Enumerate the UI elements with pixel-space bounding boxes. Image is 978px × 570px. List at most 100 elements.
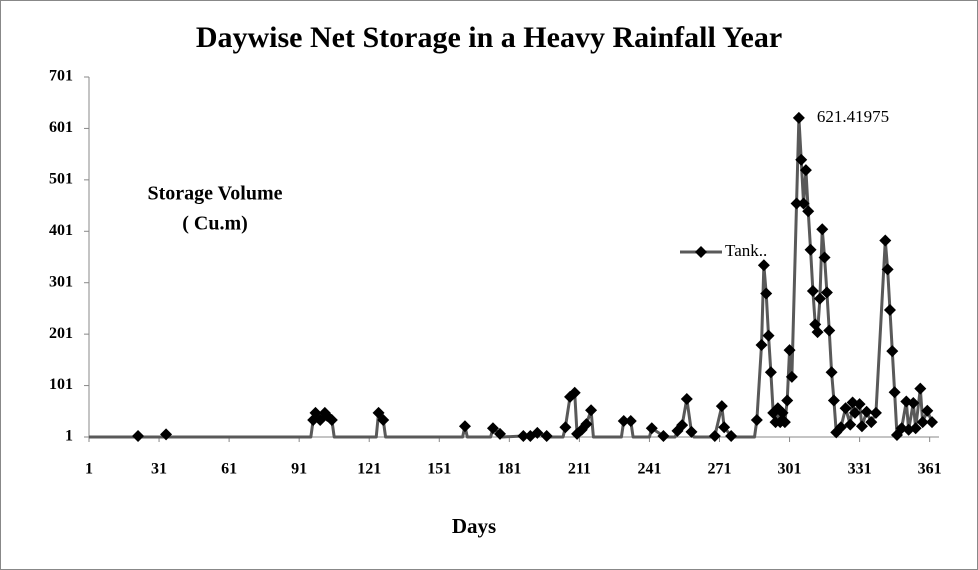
data-marker	[760, 287, 773, 300]
data-marker	[585, 404, 598, 417]
x-tick-label: 1	[85, 461, 93, 478]
data-marker	[718, 421, 731, 434]
chart-title: Daywise Net Storage in a Heavy Rainfall …	[196, 21, 782, 54]
data-marker	[818, 251, 831, 264]
data-marker	[657, 429, 670, 442]
data-label: 621.41975	[817, 107, 889, 126]
data-marker	[797, 197, 810, 210]
data-marker	[757, 259, 770, 272]
data-marker	[806, 284, 819, 297]
data-marker	[540, 429, 553, 442]
data-marker	[617, 415, 630, 428]
x-tick-label: 91	[291, 461, 307, 478]
y-tick-label: 101	[49, 376, 73, 393]
data-marker	[559, 421, 572, 434]
data-marker	[377, 414, 390, 427]
data-marker	[685, 425, 698, 438]
x-tick-label: 211	[568, 461, 591, 478]
data-marker	[493, 427, 506, 440]
legend-marker	[695, 246, 707, 258]
y-axis-label: ( Cu.m)	[182, 213, 248, 235]
data-marker	[921, 404, 934, 417]
data-marker	[580, 418, 593, 431]
data-marker	[781, 394, 794, 407]
data-marker	[708, 429, 721, 442]
data-marker	[914, 382, 927, 395]
data-marker	[725, 429, 738, 442]
data-marker	[778, 416, 791, 429]
y-tick-label: 401	[49, 222, 73, 239]
data-marker	[755, 338, 768, 351]
data-marker	[764, 366, 777, 379]
data-marker	[680, 392, 693, 405]
data-marker	[645, 422, 658, 435]
y-tick-label: 701	[49, 68, 73, 85]
data-marker	[865, 416, 878, 429]
data-marker	[676, 419, 689, 432]
data-marker	[827, 394, 840, 407]
x-tick-label: 241	[637, 461, 661, 478]
data-marker	[855, 420, 868, 433]
data-marker	[776, 406, 789, 419]
data-marker	[844, 418, 857, 431]
data-marker	[820, 286, 833, 299]
x-tick-label: 121	[357, 461, 381, 478]
data-marker	[804, 243, 817, 256]
y-tick-label: 501	[49, 171, 73, 188]
y-tick-label: 601	[49, 119, 73, 136]
data-marker	[886, 345, 899, 358]
data-marker	[785, 370, 798, 383]
data-marker	[325, 414, 338, 427]
data-marker	[853, 398, 866, 411]
data-marker	[795, 153, 808, 166]
data-marker	[883, 303, 896, 316]
data-marker	[860, 405, 873, 418]
data-marker	[825, 366, 838, 379]
data-marker	[790, 197, 803, 210]
y-tick-label: 301	[49, 273, 73, 290]
data-marker	[568, 386, 581, 399]
legend-label: Tank..	[725, 241, 767, 260]
data-marker	[888, 386, 901, 399]
x-tick-label: 301	[778, 461, 802, 478]
data-marker	[799, 164, 812, 177]
data-marker	[624, 415, 637, 428]
x-tick-label: 361	[918, 461, 942, 478]
data-marker	[783, 344, 796, 357]
x-tick-label: 31	[151, 461, 167, 478]
x-tick-label: 151	[427, 461, 451, 478]
y-tick-label: 201	[49, 325, 73, 342]
data-marker	[869, 406, 882, 419]
data-marker	[517, 429, 530, 442]
y-tick-label: 1	[65, 428, 73, 445]
data-marker	[160, 428, 173, 441]
data-marker	[834, 421, 847, 434]
data-marker	[881, 263, 894, 276]
x-tick-label: 271	[707, 461, 731, 478]
data-marker	[792, 111, 805, 124]
data-marker	[811, 326, 824, 339]
data-marker	[907, 397, 920, 410]
data-marker	[132, 429, 145, 442]
data-marker	[909, 422, 922, 435]
data-marker	[802, 205, 815, 218]
data-marker	[823, 324, 836, 337]
y-axis-label: Storage Volume	[148, 183, 283, 205]
data-marker	[458, 420, 471, 433]
data-marker	[816, 223, 829, 236]
data-marker	[486, 422, 499, 435]
data-marker	[531, 426, 544, 439]
data-marker	[879, 234, 892, 247]
data-marker	[750, 414, 763, 427]
data-marker	[813, 292, 826, 305]
x-axis-label: Days	[452, 514, 496, 538]
data-marker	[848, 406, 861, 419]
data-marker	[715, 400, 728, 413]
data-marker	[925, 416, 938, 429]
x-tick-label: 181	[497, 461, 521, 478]
x-tick-label: 61	[221, 461, 237, 478]
data-marker	[916, 416, 929, 429]
data-marker	[839, 402, 852, 415]
